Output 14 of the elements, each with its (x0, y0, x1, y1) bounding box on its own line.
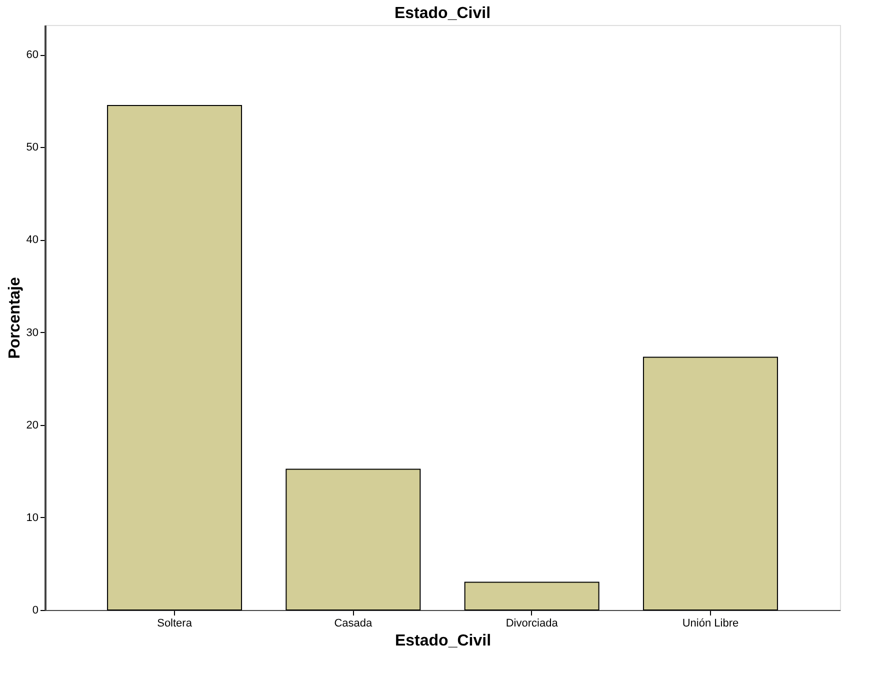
y-tick-label: 0 (32, 604, 38, 616)
y-tick-label: 50 (26, 142, 38, 154)
y-tick-label: 30 (26, 326, 38, 339)
y-tick-label: 10 (26, 512, 38, 524)
y-axis-title: Porcentaje (6, 276, 24, 359)
x-axis-title: Estado_Civil (394, 632, 492, 650)
y-tick-label: 60 (26, 49, 38, 62)
x-tick-label: Unión Libre (682, 618, 739, 630)
x-tick-label: Divorciada (506, 618, 559, 630)
x-tick-label: Soltera (157, 618, 193, 630)
x-tick-label: Casada (334, 618, 374, 630)
chart-title: Estado_Civil (394, 5, 491, 22)
y-tick-label: 20 (26, 419, 38, 432)
y-tick-label: 40 (26, 234, 38, 246)
